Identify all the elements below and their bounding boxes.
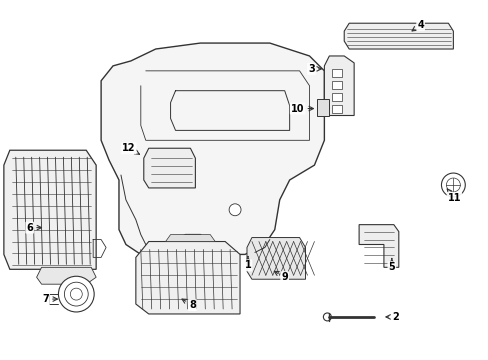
Circle shape bbox=[323, 313, 331, 321]
Circle shape bbox=[446, 178, 459, 192]
Polygon shape bbox=[344, 23, 452, 49]
Circle shape bbox=[229, 204, 241, 216]
Text: 11: 11 bbox=[447, 189, 460, 203]
Polygon shape bbox=[332, 69, 342, 77]
Polygon shape bbox=[165, 235, 215, 242]
Text: 12: 12 bbox=[122, 143, 139, 154]
Polygon shape bbox=[246, 238, 305, 279]
Text: 10: 10 bbox=[290, 104, 313, 113]
Polygon shape bbox=[332, 81, 342, 89]
Polygon shape bbox=[317, 99, 328, 116]
Polygon shape bbox=[332, 105, 342, 113]
Polygon shape bbox=[37, 267, 96, 284]
Polygon shape bbox=[324, 56, 353, 116]
Polygon shape bbox=[143, 148, 195, 188]
Text: 6: 6 bbox=[26, 222, 41, 233]
Text: 3: 3 bbox=[307, 64, 321, 74]
Polygon shape bbox=[4, 150, 96, 269]
Text: 1: 1 bbox=[244, 257, 251, 270]
Circle shape bbox=[64, 282, 88, 306]
Polygon shape bbox=[358, 225, 398, 267]
Polygon shape bbox=[332, 93, 342, 100]
Text: 5: 5 bbox=[387, 258, 394, 272]
Text: 2: 2 bbox=[385, 312, 398, 322]
Circle shape bbox=[441, 173, 464, 197]
Text: 9: 9 bbox=[274, 271, 287, 282]
Text: 8: 8 bbox=[182, 299, 195, 310]
Polygon shape bbox=[136, 242, 240, 314]
Circle shape bbox=[59, 276, 94, 312]
Polygon shape bbox=[101, 43, 324, 255]
Circle shape bbox=[70, 288, 82, 300]
Text: 4: 4 bbox=[411, 20, 423, 31]
Text: 7: 7 bbox=[42, 294, 57, 304]
